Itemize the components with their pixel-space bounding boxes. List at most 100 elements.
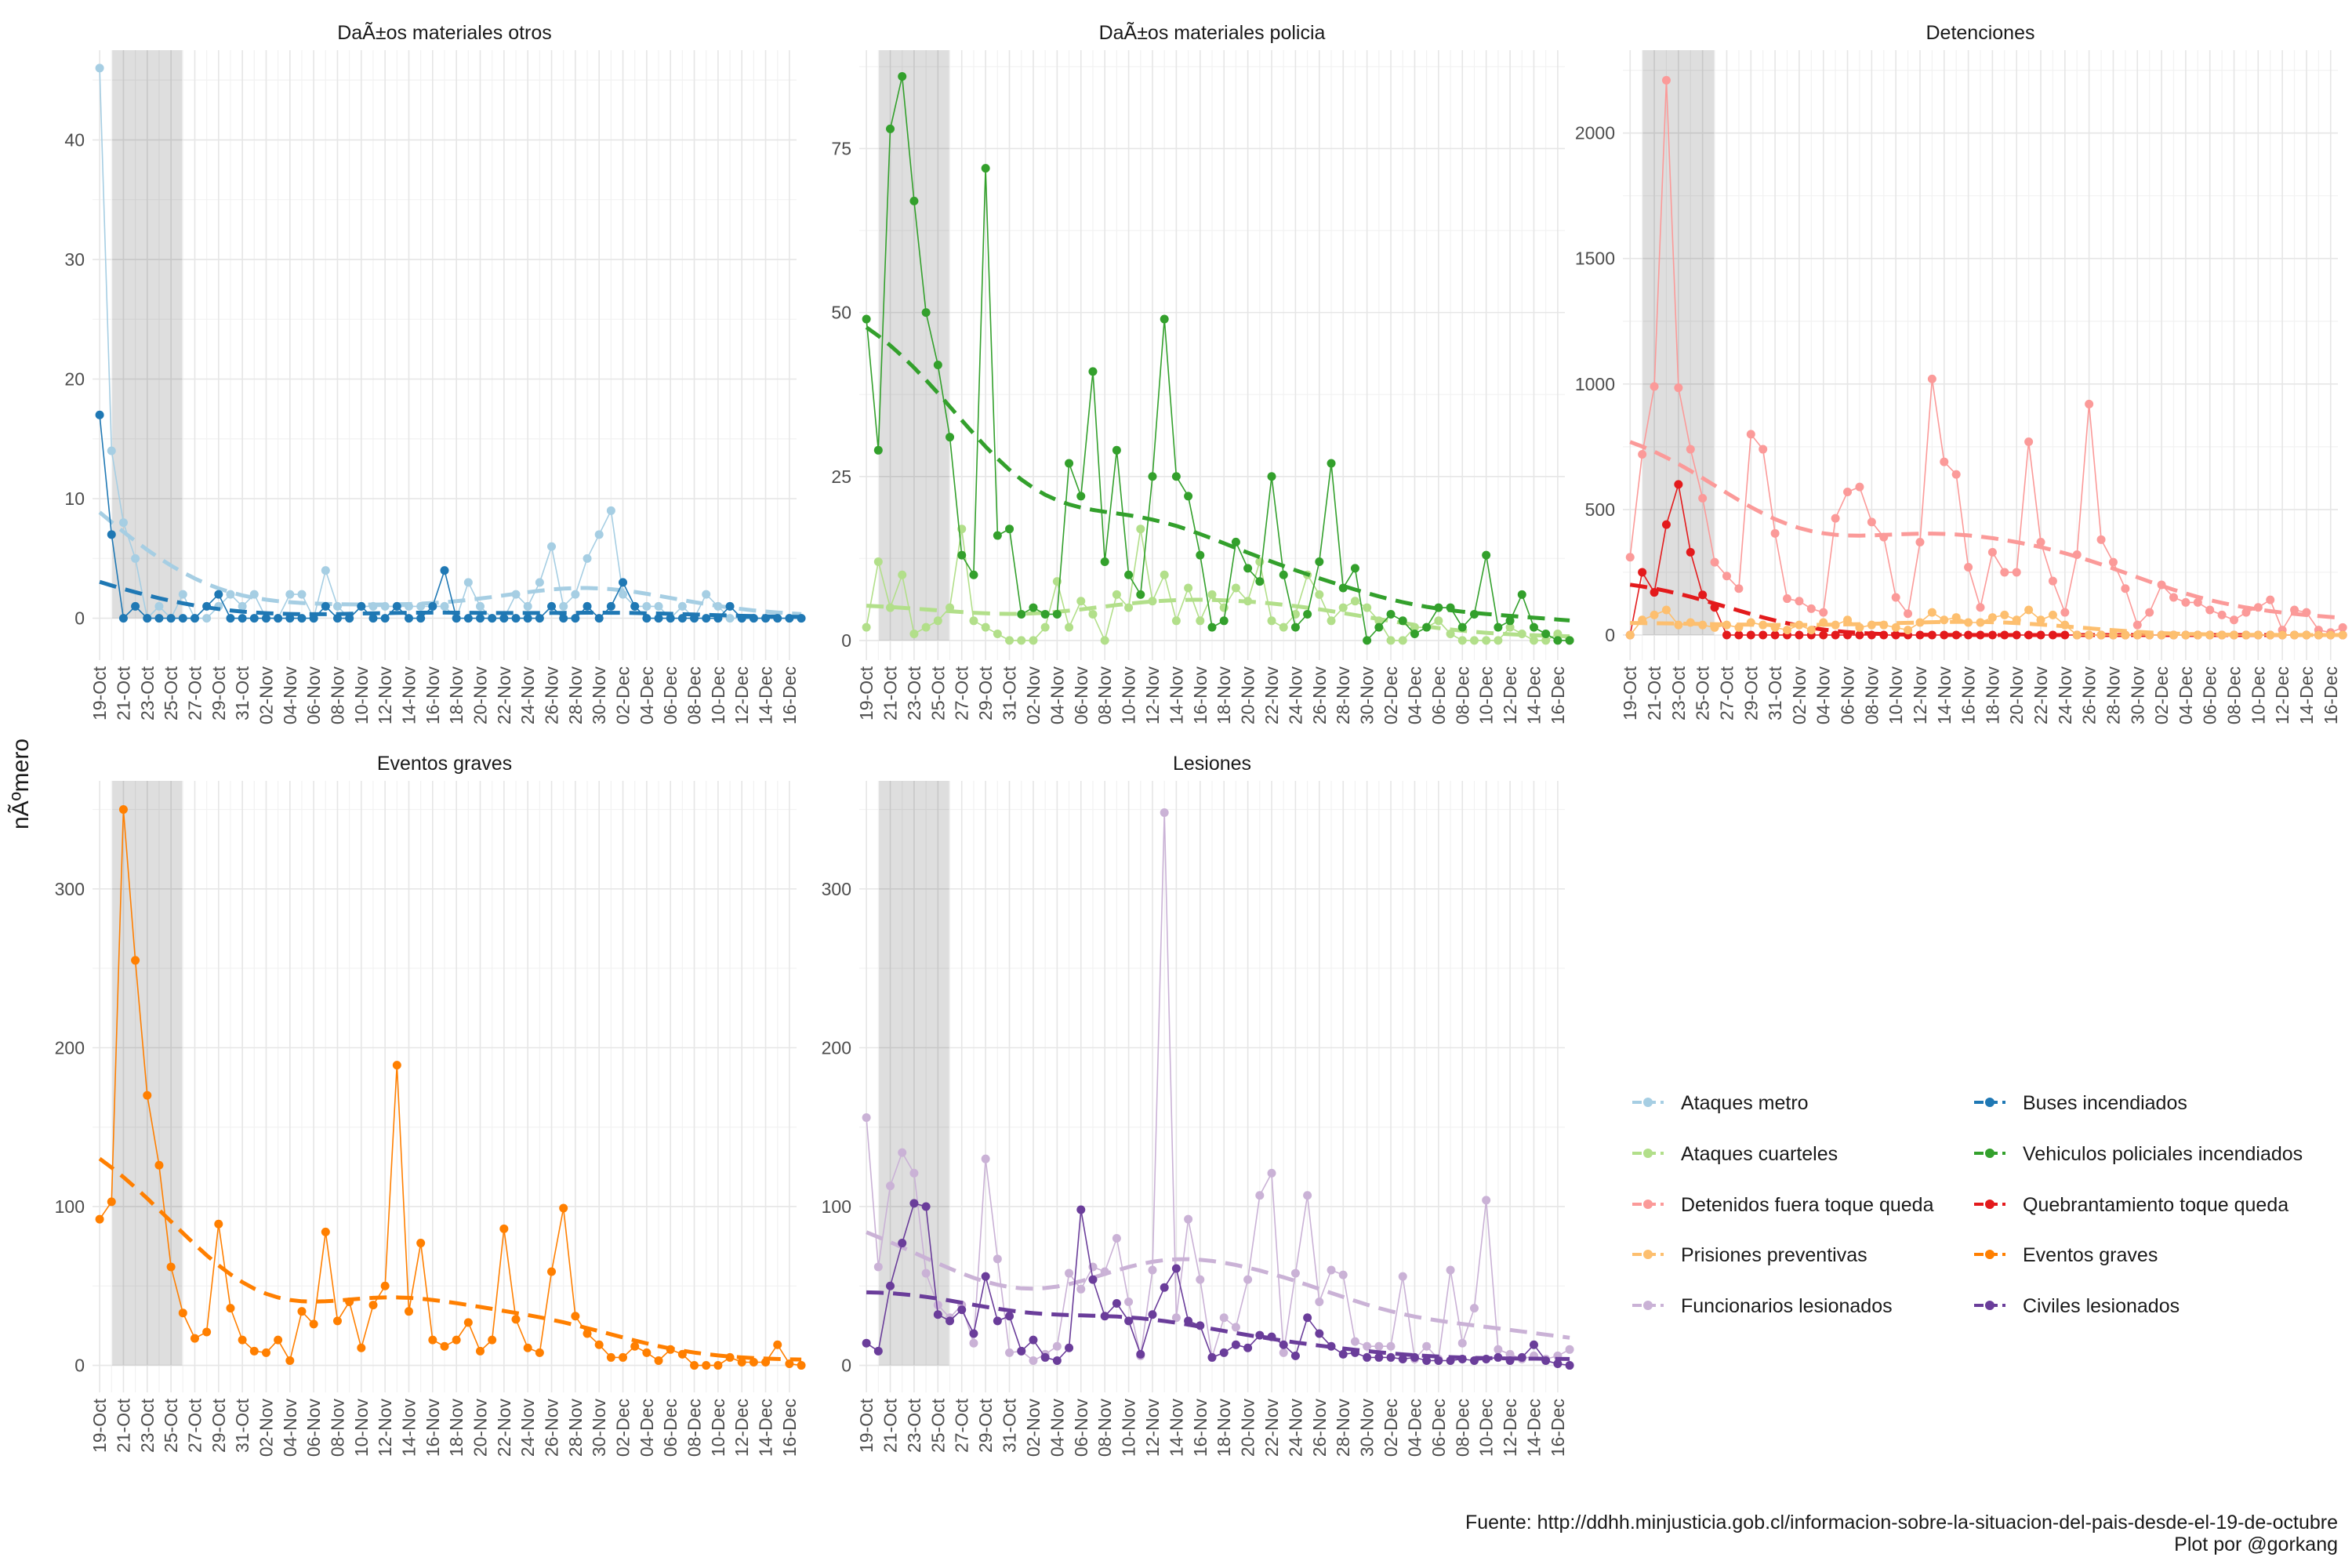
data-point <box>666 1345 675 1354</box>
data-point <box>1976 630 1985 640</box>
data-point <box>2266 630 2275 640</box>
data-point <box>1987 613 1997 622</box>
x-tick-label: 16-Nov <box>423 666 443 725</box>
y-tick-label: 0 <box>1605 625 1615 645</box>
data-point <box>993 1254 1002 1264</box>
data-point <box>428 601 437 611</box>
data-point <box>702 1361 711 1370</box>
data-point <box>1422 1356 1432 1365</box>
data-point <box>1446 1356 1455 1365</box>
x-tick-label: 28-Nov <box>2103 666 2123 725</box>
data-point <box>957 1305 967 1315</box>
data-point <box>909 1199 919 1208</box>
data-point <box>1734 584 1744 593</box>
legend-label: Eventos graves <box>2023 1244 2158 1266</box>
shaded-period <box>879 781 949 1366</box>
data-point <box>1148 1310 1157 1319</box>
x-tick-label: 28-Nov <box>565 666 586 725</box>
data-point <box>1350 1337 1359 1346</box>
data-point <box>1386 609 1396 619</box>
data-point <box>946 1316 955 1326</box>
data-point <box>1565 636 1574 645</box>
data-point <box>713 1361 723 1370</box>
data-point <box>1100 1312 1109 1321</box>
data-point <box>1124 1316 1134 1326</box>
data-point <box>1457 622 1467 632</box>
panel-3: Detenciones 19-Oct 21-Oct 23-Oct 25-Oct 27-Oc… <box>1575 22 2347 724</box>
x-tick-label: 04-Dec <box>1404 666 1425 724</box>
y-tick-label: 100 <box>55 1196 85 1217</box>
data-point <box>1434 616 1443 626</box>
data-point <box>2314 630 2323 640</box>
data-point <box>285 1356 295 1365</box>
data-point <box>909 1168 919 1178</box>
data-point <box>1446 1265 1455 1275</box>
data-point <box>1386 1352 1396 1362</box>
data-point <box>535 1348 544 1357</box>
data-point <box>547 1267 557 1276</box>
data-point <box>1410 630 1419 639</box>
data-point <box>321 566 330 575</box>
y-tick-label: 300 <box>55 879 85 899</box>
data-point <box>1100 557 1109 567</box>
data-point <box>933 616 942 626</box>
data-point <box>1160 1283 1169 1292</box>
data-point <box>571 614 580 623</box>
data-point <box>511 590 521 599</box>
y-tick-label: 0 <box>841 1356 851 1376</box>
data-point <box>1951 630 1961 640</box>
data-point <box>1843 615 1853 625</box>
data-point <box>1770 630 1780 640</box>
data-point <box>2193 630 2202 640</box>
data-point <box>749 614 758 623</box>
x-tick-label: 12-Dec <box>731 666 752 724</box>
x-tick-label: 06-Nov <box>1071 1399 1091 1457</box>
data-point <box>1686 547 1695 557</box>
data-point <box>1410 622 1419 632</box>
data-point <box>1482 1196 1491 1205</box>
x-tick-label: 21-Oct <box>880 1398 901 1453</box>
x-tick-label: 18-Nov <box>446 666 466 725</box>
data-point <box>1904 609 1913 619</box>
data-point <box>297 614 307 623</box>
data-point <box>2302 608 2311 617</box>
x-tick-label: 27-Oct <box>1716 666 1737 720</box>
data-point <box>1795 630 1804 640</box>
x-tick-label: 04-Nov <box>280 1399 300 1457</box>
data-point <box>1505 1349 1515 1359</box>
data-point <box>583 601 592 611</box>
data-point <box>1482 636 1491 645</box>
data-point <box>345 1298 354 1307</box>
data-point <box>1722 572 1731 581</box>
data-point <box>309 1319 318 1329</box>
data-point <box>1505 622 1515 632</box>
x-tick-label: 08-Dec <box>2224 666 2245 724</box>
data-point <box>1806 626 1816 635</box>
data-point <box>2036 630 2045 640</box>
data-point <box>1891 622 1900 632</box>
data-point <box>1029 636 1038 645</box>
x-tick-label: 22-Nov <box>1261 666 1282 725</box>
x-tick-label: 02-Nov <box>1023 666 1044 725</box>
data-point <box>416 601 426 611</box>
data-point <box>1374 1341 1384 1351</box>
data-point <box>535 614 544 623</box>
data-point <box>1315 557 1324 567</box>
data-point <box>463 614 473 623</box>
legend-key-point <box>1985 1200 1994 1209</box>
data-point <box>725 601 735 611</box>
data-point <box>440 601 449 611</box>
data-point <box>1674 480 1683 489</box>
data-point <box>1879 630 1889 640</box>
data-point <box>1219 616 1229 626</box>
data-point <box>785 614 794 623</box>
data-point <box>1710 557 1719 567</box>
legend-key-point <box>1643 1200 1653 1209</box>
data-point <box>594 530 604 539</box>
x-tick-label: 21-Oct <box>880 666 901 720</box>
data-point <box>143 614 152 623</box>
data-point <box>1386 636 1396 645</box>
y-tick-label: 0 <box>74 608 85 629</box>
data-point <box>862 1338 871 1348</box>
